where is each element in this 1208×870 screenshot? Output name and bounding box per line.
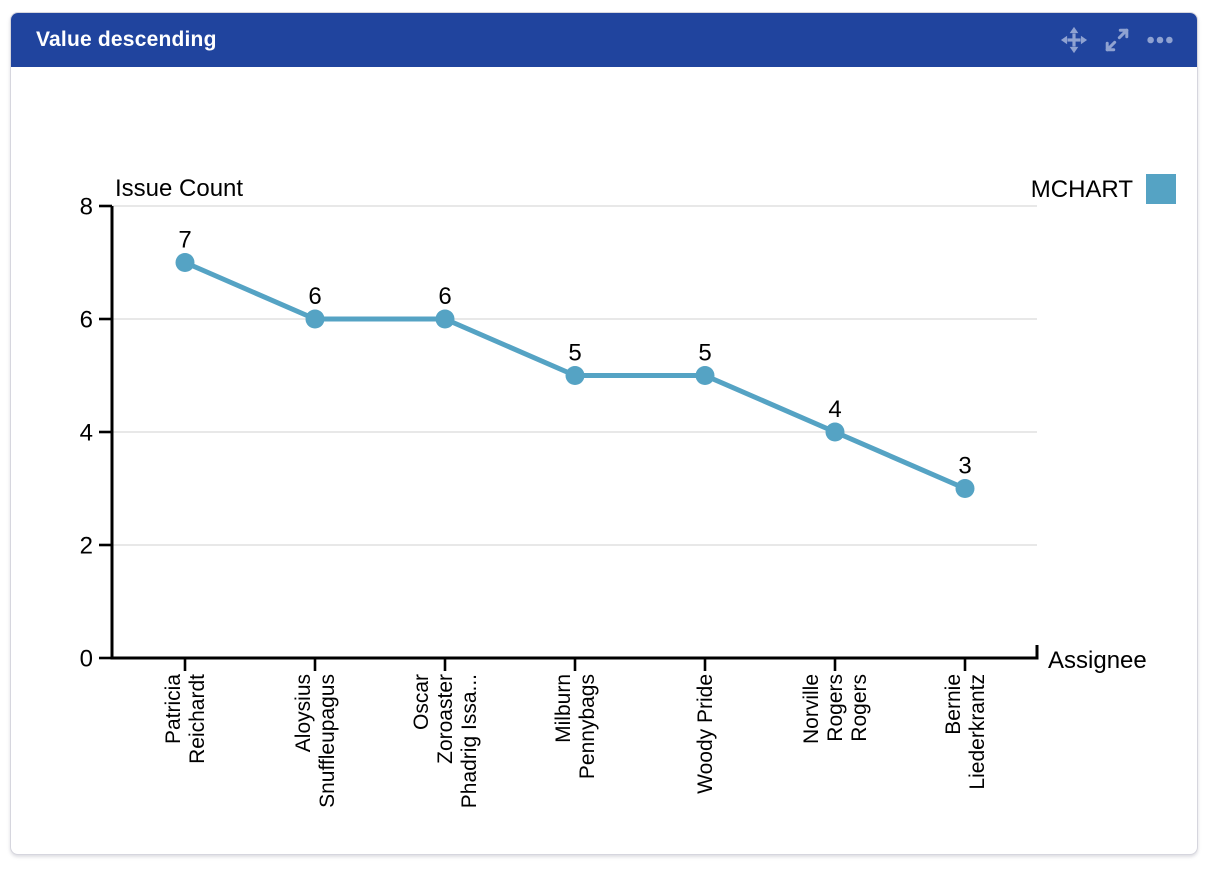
expand-icon[interactable] bbox=[1102, 25, 1132, 55]
widget-toolbar bbox=[1059, 25, 1175, 55]
more-options-icon[interactable] bbox=[1145, 25, 1175, 55]
widget-header: Value descending bbox=[11, 13, 1197, 67]
data-point[interactable] bbox=[435, 309, 455, 329]
data-point[interactable] bbox=[565, 366, 585, 385]
move-icon[interactable] bbox=[1059, 25, 1089, 55]
data-point[interactable] bbox=[955, 479, 975, 498]
legend-swatch[interactable] bbox=[1146, 174, 1176, 204]
legend-label[interactable]: MCHART bbox=[1031, 176, 1134, 203]
data-point[interactable] bbox=[825, 422, 845, 442]
chart-gadget-card: Value descending bbox=[10, 12, 1198, 855]
data-point[interactable] bbox=[695, 366, 715, 385]
widget-title: Value descending bbox=[36, 28, 217, 51]
data-point[interactable] bbox=[175, 253, 195, 272]
data-point[interactable] bbox=[305, 309, 325, 329]
